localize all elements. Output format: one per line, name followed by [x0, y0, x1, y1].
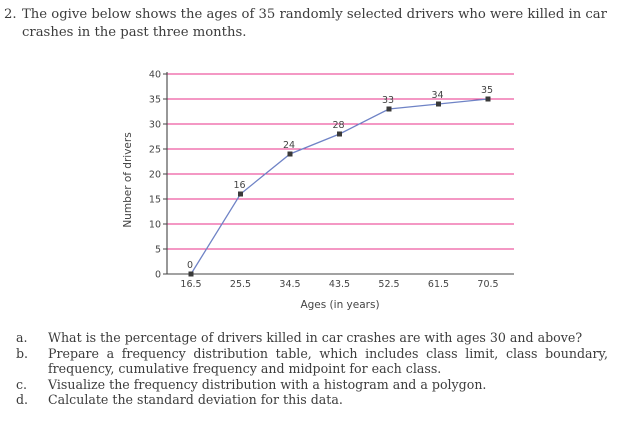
data-point	[485, 96, 491, 102]
data-label: 0	[187, 260, 193, 271]
sub-question-c: c. Visualize the frequency distribution …	[16, 377, 608, 393]
data-label: 16	[233, 180, 245, 191]
data-label: 28	[332, 120, 344, 131]
data-point	[238, 191, 243, 197]
sub-question-b: b. Prepare a frequency distribution tabl…	[16, 346, 608, 377]
y-tick-label: 20	[149, 170, 161, 181]
y-tick-labels: 0 5 10 15 20 25 30 35 40	[149, 70, 161, 281]
data-points	[188, 96, 491, 277]
sub-question-letter: d.	[16, 392, 29, 408]
x-tick-label: 70.5	[477, 279, 498, 290]
sub-question-letter: a.	[16, 330, 28, 345]
grid-lines	[167, 73, 514, 250]
data-point	[287, 151, 293, 157]
sub-question-letter: b.	[16, 345, 29, 361]
y-tick-label: 15	[149, 195, 161, 206]
x-tick-label: 61.5	[428, 279, 449, 290]
data-point	[386, 106, 392, 112]
y-tick-label: 40	[149, 70, 161, 81]
sub-question-text: Visualize the frequency distribution wit…	[48, 376, 487, 392]
data-point	[188, 271, 194, 277]
question-header: 2. The ogive below shows the ages of 35 …	[4, 6, 612, 42]
sub-question-text: Prepare a frequency distribution table, …	[48, 345, 608, 377]
y-tick-label: 25	[149, 145, 161, 156]
question-text: The ogive below shows the ages of 35 ran…	[22, 7, 607, 40]
y-tick-label: 10	[149, 220, 161, 231]
data-point	[436, 101, 441, 107]
sub-question-letter: c.	[16, 376, 28, 392]
sub-question-text: What is the percentage of drivers killed…	[48, 330, 583, 345]
data-point	[337, 131, 342, 137]
data-label: 35	[481, 85, 493, 96]
x-tick-labels: 16.5 25.5 34.5 43.5 52.5 61.5 70.5	[180, 279, 498, 290]
data-label: 24	[283, 140, 295, 151]
y-tick-label: 5	[155, 245, 161, 256]
x-tick-label: 16.5	[180, 279, 201, 290]
y-tick-label: 30	[149, 120, 161, 131]
data-label: 34	[431, 90, 443, 101]
axes	[163, 72, 514, 275]
sub-question-text: Calculate the standard deviation for thi…	[48, 392, 343, 408]
data-labels: 0 16 24 28 33 34 35	[187, 85, 493, 271]
x-axis-label: Ages (in years)	[300, 299, 379, 311]
x-tick-label: 34.5	[279, 279, 300, 290]
x-tick-label: 25.5	[230, 279, 251, 290]
y-axis-label: Number of drivers	[122, 132, 134, 227]
sub-questions: a. What is the percentage of drivers kil…	[16, 330, 608, 408]
x-tick-label: 43.5	[329, 279, 350, 290]
sub-question-a: a. What is the percentage of drivers kil…	[16, 330, 608, 346]
question-number: 2.	[4, 7, 17, 22]
y-tick-label: 0	[155, 270, 161, 281]
x-tick-label: 52.5	[378, 279, 399, 290]
sub-question-d: d. Calculate the standard deviation for …	[16, 392, 608, 408]
data-label: 33	[382, 95, 394, 106]
y-tick-label: 35	[149, 95, 161, 106]
